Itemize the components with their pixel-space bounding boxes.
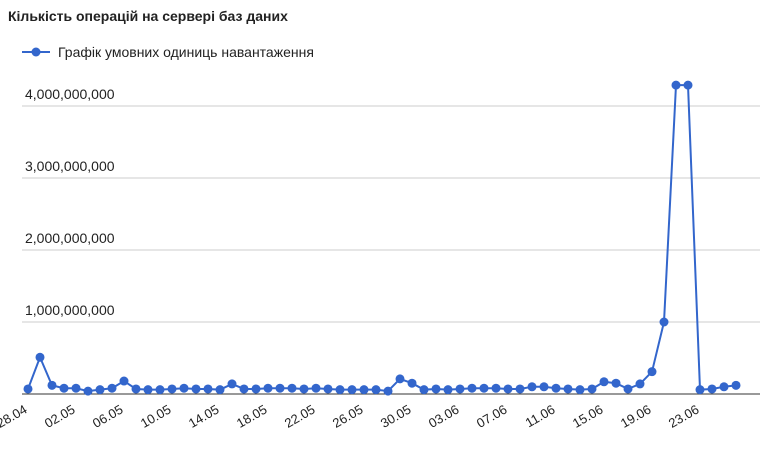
x-tick-label: 19.06 (618, 402, 654, 431)
x-tick-label: 06.05 (90, 402, 126, 431)
data-point (155, 385, 165, 395)
data-point (227, 379, 237, 389)
data-point (515, 384, 525, 394)
data-point (203, 384, 213, 394)
chart-title: Кількість операцій на сервері баз даних (8, 8, 288, 24)
data-point (599, 377, 609, 387)
x-tick-label: 14.05 (186, 402, 222, 431)
data-point (635, 379, 645, 389)
data-point (575, 385, 585, 395)
x-tick-label: 30.05 (378, 402, 414, 431)
data-point (359, 385, 369, 395)
x-tick-label: 11.06 (523, 402, 558, 431)
data-point (467, 383, 477, 393)
data-point (587, 384, 597, 394)
data-point (167, 384, 177, 394)
data-point (119, 376, 129, 386)
data-point (623, 384, 633, 394)
legend-label: Графік умовних одиниць навантаження (58, 44, 314, 60)
data-point (131, 384, 141, 394)
data-point (239, 384, 249, 394)
y-tick-label: 1,000,000,000 (25, 302, 115, 318)
data-point (611, 378, 621, 388)
series-line (27, 84, 737, 393)
data-point (83, 386, 93, 396)
data-point (347, 385, 357, 395)
data-point (731, 380, 741, 390)
data-point (47, 380, 57, 390)
data-point (335, 385, 345, 395)
data-point (107, 383, 117, 393)
data-point (71, 383, 81, 393)
x-tick-label: 18.05 (234, 402, 270, 431)
data-point (263, 383, 273, 393)
y-tick-label: 2,000,000,000 (25, 230, 115, 246)
x-tick-label: 07.06 (474, 402, 510, 431)
data-point (695, 385, 705, 395)
data-point (311, 383, 321, 393)
data-point (395, 374, 405, 384)
x-tick-label: 03.06 (426, 402, 462, 431)
data-point (491, 383, 501, 393)
data-point (647, 367, 657, 377)
data-point (143, 385, 153, 395)
data-point (251, 384, 261, 394)
data-point (191, 384, 201, 394)
y-tick-label: 3,000,000,000 (25, 158, 115, 174)
data-point (419, 385, 429, 395)
data-point (323, 384, 333, 394)
data-point (407, 378, 417, 388)
y-tick-label: 4,000,000,000 (25, 86, 115, 102)
data-point (707, 384, 717, 394)
x-tick-label: 15.06 (570, 402, 606, 431)
legend-marker (31, 47, 41, 57)
data-point (719, 382, 729, 392)
data-point (287, 383, 297, 393)
x-tick-label: 28.04 (0, 402, 30, 431)
data-point (95, 385, 105, 395)
data-point (59, 383, 69, 393)
x-tick-label: 02.05 (42, 402, 78, 431)
data-point (563, 384, 573, 394)
data-point (275, 383, 285, 393)
data-point (539, 382, 549, 392)
data-point (179, 383, 189, 393)
data-point (659, 317, 669, 327)
data-point (383, 386, 393, 396)
x-tick-label: 22.05 (282, 402, 318, 431)
data-point (35, 352, 45, 362)
data-point (527, 382, 537, 392)
data-point (215, 385, 225, 395)
data-point (479, 383, 489, 393)
data-point (455, 384, 465, 394)
x-tick-label: 10.05 (138, 402, 174, 431)
data-point (503, 384, 513, 394)
data-point (371, 385, 381, 395)
data-point (683, 80, 693, 90)
data-point (431, 384, 441, 394)
data-point (671, 80, 681, 90)
data-point (551, 383, 561, 393)
data-point (23, 384, 33, 394)
data-point (443, 385, 453, 395)
data-point (299, 384, 309, 394)
x-tick-label: 23.06 (666, 402, 702, 431)
x-tick-label: 26.05 (330, 402, 366, 431)
